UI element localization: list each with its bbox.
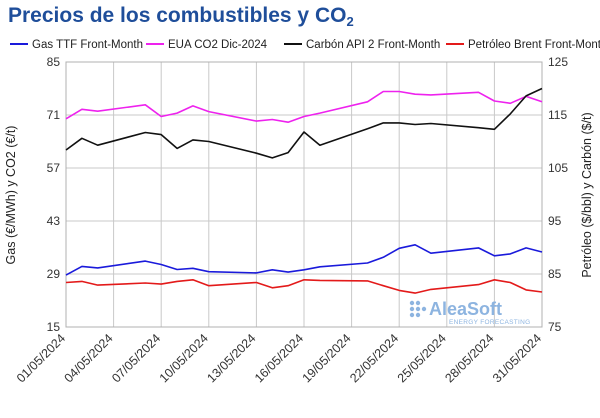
y-tick-right-label: 115 (548, 108, 567, 122)
x-tick-label: 16/05/2024 (252, 331, 306, 385)
grid-lines (65, 61, 543, 328)
y-tick-left-label: 71 (47, 108, 61, 122)
legend-label-gas: Gas TTF Front-Month (32, 39, 143, 51)
y-tick-left-label: 57 (47, 161, 61, 175)
x-tick-label: 28/05/2024 (442, 331, 496, 385)
aleasoft-watermark: AleaSoft ENERGY FORECASTING (409, 299, 531, 326)
x-tick-label: 25/05/2024 (395, 331, 449, 385)
x-tick-label: 31/05/2024 (490, 331, 544, 385)
legend-label-coal: Carbón API 2 Front-Month (306, 39, 440, 51)
x-tick-label: 10/05/2024 (157, 331, 211, 385)
y-tick-left-label: 15 (47, 320, 61, 334)
y-tick-right-label: 95 (548, 214, 562, 228)
watermark-tagline: ENERGY FORECASTING (449, 319, 531, 326)
legend-label-co2: EUA CO2 Dic-2024 (168, 39, 268, 51)
watermark-brand: AleaSoft (429, 299, 502, 319)
chart-title-subscript: 2 (346, 14, 354, 29)
legend-label-brent: Petróleo Brent Front-Month (468, 39, 600, 51)
y-tick-left-label: 85 (47, 55, 61, 69)
aleasoft-logo-icon (409, 300, 427, 318)
y-axis-right-title: Petróleo ($/bbl) y Carbón ($/t) (580, 112, 594, 277)
y-axis-left-title: Gas (€/MWh) y CO2 (€/t) (4, 126, 18, 265)
legend: Gas TTF Front-Month EUA CO2 Dic-2024 Carbó… (10, 39, 600, 51)
series-line-brent (65, 278, 543, 294)
y-tick-right-label: 75 (548, 320, 562, 334)
x-tick-label: 19/05/2024 (300, 331, 354, 385)
x-tick-label: 01/05/2024 (14, 331, 68, 385)
x-tick-label: 13/05/2024 (204, 331, 258, 385)
axes: 15 75 29 85 43 95 57 105 71 115 85 125 01/05/202404/… (14, 55, 568, 385)
x-tick-label: 04/05/2024 (62, 331, 116, 385)
y-tick-right-label: 85 (548, 267, 562, 281)
chart-title-text: Precios de los combustibles y CO (8, 4, 347, 27)
y-tick-right-label: 105 (548, 161, 568, 175)
series-lines (65, 87, 543, 294)
series-line-co2 (65, 90, 543, 123)
series-line-gas (65, 244, 543, 276)
y-tick-left-label: 29 (47, 267, 61, 281)
y-tick-left-label: 43 (47, 214, 61, 228)
chart-title: Precios de los combustibles y CO2 (8, 4, 354, 29)
plot-frame (65, 61, 543, 328)
x-tick-label: 22/05/2024 (347, 331, 401, 385)
x-tick-label: 07/05/2024 (109, 331, 163, 385)
series-line-coal (65, 87, 543, 159)
y-tick-right-label: 125 (548, 55, 568, 69)
